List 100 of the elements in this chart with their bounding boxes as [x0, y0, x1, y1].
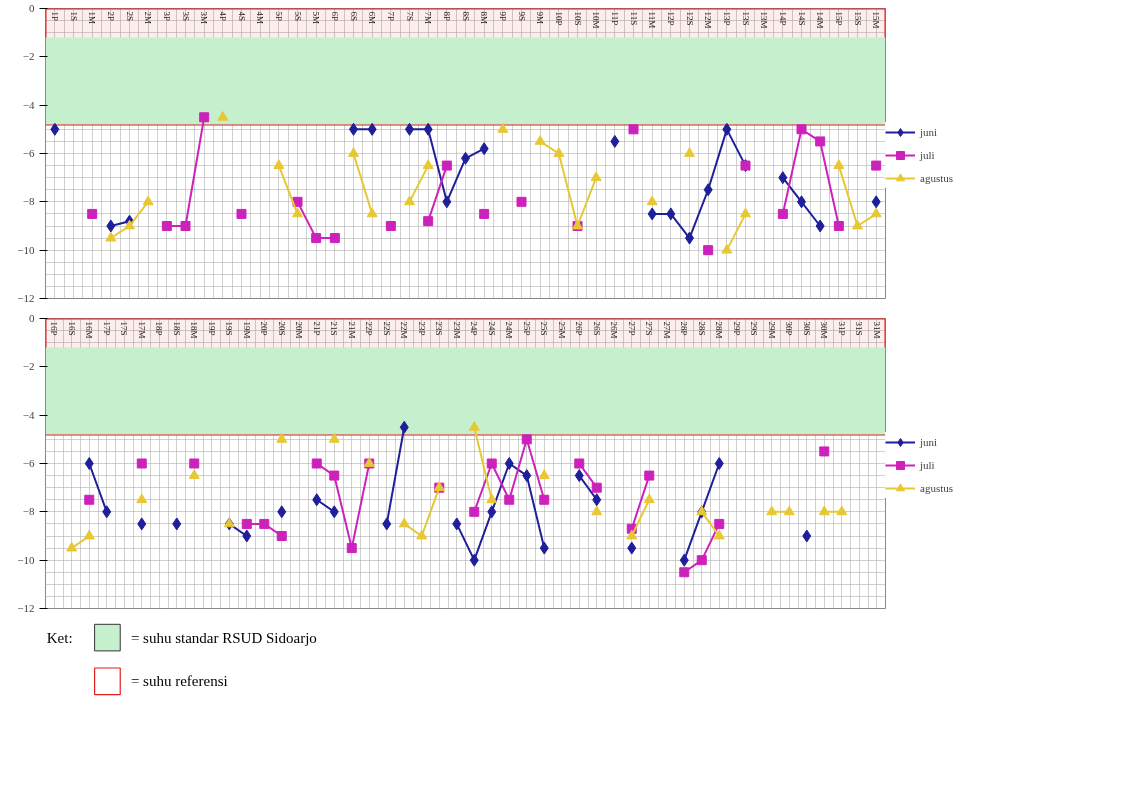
x-tick-label: 21P	[311, 321, 322, 336]
x-tick-label: 18M	[189, 321, 200, 339]
x-tick-label: 19S	[224, 321, 235, 336]
x-tick-label: 25P	[521, 321, 532, 336]
x-tick-label: 13S	[740, 11, 751, 26]
x-tick-label: 7P	[385, 11, 396, 22]
x-tick-label: 9P	[497, 11, 508, 22]
x-tick-label: 7S	[404, 11, 415, 22]
x-tick-label: 31M	[871, 321, 882, 339]
x-tick-label: 17M	[136, 321, 147, 339]
x-tick-label: 2P	[105, 11, 116, 22]
x-tick-label: 29S	[749, 321, 760, 336]
x-tick-label: 12M	[703, 11, 714, 29]
x-tick-label: 12S	[684, 11, 695, 26]
x-tick-label: 21S	[329, 321, 340, 336]
y-tick-label: 0	[29, 2, 35, 14]
x-tick-label: 22S	[381, 321, 392, 336]
x-tick-label: 3P	[161, 11, 172, 22]
x-tick-label: 2S	[124, 11, 135, 22]
y-tick-label: −2	[22, 360, 35, 373]
x-tick-label: 5P	[273, 11, 284, 22]
x-tick-label: 14M	[815, 11, 826, 29]
y-tick-label: −6	[22, 147, 35, 159]
x-tick-label: 26P	[574, 321, 585, 336]
x-tick-label: 23S	[434, 321, 445, 336]
x-tick-label: 9M	[535, 11, 546, 25]
x-tick-label: 31P	[836, 321, 847, 336]
x-tick-label: 30S	[801, 321, 812, 336]
legend-label: = suhu standar RSUD Sidoarjo	[130, 629, 317, 646]
y-tick-label: −12	[17, 292, 35, 304]
x-tick-label: 20M	[294, 321, 305, 339]
x-tick-label: 27M	[661, 321, 672, 339]
y-tick-label: −4	[22, 408, 35, 421]
legend-label: juni	[920, 126, 939, 138]
x-tick-label: 30P	[784, 321, 795, 336]
x-tick-label: 4M	[255, 11, 266, 25]
x-tick-label: 24S	[486, 321, 497, 336]
x-tick-label: 15P	[833, 11, 844, 26]
x-tick-label: 17S	[119, 321, 130, 336]
x-tick-label: 21M	[346, 321, 357, 339]
x-tick-label: 23P	[416, 321, 427, 336]
x-tick-label: 12P	[665, 11, 676, 26]
x-tick-label: 19P	[206, 321, 217, 336]
x-tick-label: 24P	[469, 321, 480, 336]
x-tick-label: 26M	[609, 321, 620, 339]
x-tick-label: 10M	[591, 11, 602, 29]
x-tick-label: 15S	[852, 11, 863, 26]
x-tick-label: 28M	[714, 321, 725, 339]
legend-label: agustus	[920, 172, 953, 184]
x-tick-label: 1M	[87, 11, 98, 25]
y-tick-label: −10	[17, 243, 35, 256]
x-tick-label: 14S	[796, 11, 807, 26]
x-tick-label: 18S	[171, 321, 182, 336]
legend-label: juli	[920, 149, 936, 161]
x-tick-label: 11M	[647, 11, 658, 29]
x-tick-label: 10P	[553, 11, 564, 26]
x-tick-label: 15M	[871, 11, 882, 29]
x-tick-label: 30M	[819, 321, 830, 339]
x-tick-label: 27S	[644, 321, 655, 336]
x-tick-label: 6P	[329, 11, 340, 22]
x-tick-label: 5S	[292, 11, 303, 22]
x-tick-label: 13M	[759, 11, 770, 29]
x-tick-label: 5M	[311, 11, 322, 25]
x-tick-label: 11P	[609, 11, 620, 26]
x-tick-label: 23M	[451, 321, 462, 339]
y-tick-label: −8	[22, 505, 35, 518]
x-tick-label: 3M	[199, 11, 210, 25]
x-tick-label: 16P	[49, 321, 60, 336]
x-tick-label: 31S	[854, 321, 865, 336]
x-tick-label: 29M	[766, 321, 777, 339]
x-tick-label: 22M	[399, 321, 410, 339]
x-tick-label: 3S	[180, 11, 191, 22]
y-tick-label: −6	[22, 457, 35, 469]
x-tick-label: 26S	[591, 321, 602, 336]
x-tick-label: 16S	[66, 321, 77, 336]
x-tick-label: 11S	[628, 11, 639, 26]
legend-label: agustus	[920, 482, 953, 494]
x-tick-label: 25M	[556, 321, 567, 339]
y-tick-label: −10	[17, 553, 35, 566]
y-tick-label: −4	[22, 98, 35, 111]
x-tick-label: 9S	[516, 11, 527, 22]
legend-label: juli	[920, 459, 936, 471]
x-tick-label: 4S	[236, 11, 247, 22]
x-tick-label: 27P	[626, 321, 637, 336]
x-tick-label: 16M	[84, 321, 95, 339]
legend-label: juni	[920, 436, 939, 448]
x-tick-label: 24M	[504, 321, 515, 339]
x-tick-label: 19M	[241, 321, 252, 339]
x-tick-label: 14P	[777, 11, 788, 26]
x-tick-label: 20S	[276, 321, 287, 336]
legend-label: = suhu referensi	[130, 673, 228, 690]
x-tick-label: 7M	[423, 11, 434, 25]
x-tick-label: 4P	[217, 11, 228, 22]
x-tick-label: 29P	[731, 321, 742, 336]
x-tick-label: 8P	[441, 11, 452, 22]
x-tick-label: 6M	[367, 11, 378, 25]
text: Ket:	[46, 629, 73, 646]
x-tick-label: 25S	[539, 321, 550, 336]
x-tick-label: 2M	[143, 11, 154, 25]
x-tick-label: 8M	[479, 11, 490, 25]
